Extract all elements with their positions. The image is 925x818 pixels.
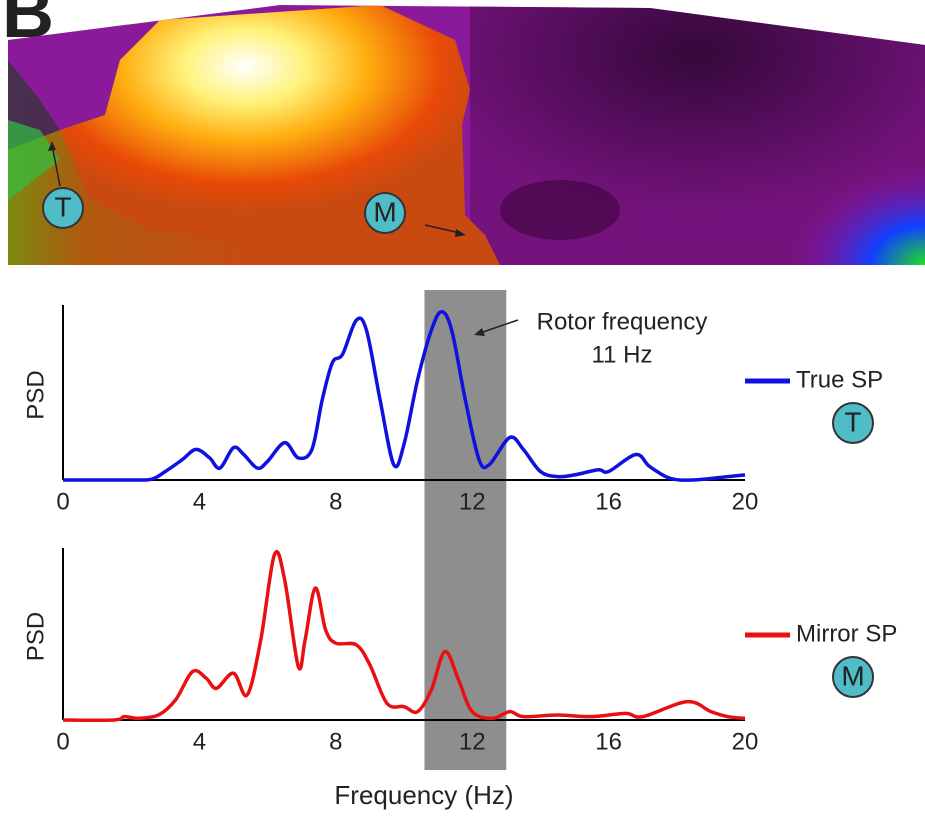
- legend-label: True SP: [796, 366, 883, 393]
- psd-line: [62, 309, 746, 482]
- charts: 0 4 8 12 16 20 PSD True SP T Rotor frequency 11 Hz…: [22, 290, 897, 810]
- map-marker-t: T: [42, 141, 84, 229]
- psd-line: [62, 549, 746, 722]
- x-axis-label: Frequency (Hz): [334, 780, 513, 810]
- x-tick-label: 4: [193, 488, 206, 515]
- x-tick-label: 0: [56, 728, 69, 755]
- x-tick-label: 0: [56, 488, 69, 515]
- annotation: Rotor frequency: [537, 308, 708, 335]
- annotation-arrow: [479, 319, 519, 334]
- map-marker-m: M: [364, 192, 466, 237]
- x-tick-label: 20: [732, 488, 759, 515]
- legend-marker-circle: [832, 656, 874, 698]
- y-axis-label: PSD: [22, 370, 49, 419]
- annotation-arrowhead: [474, 328, 485, 336]
- legend-label: Mirror SP: [796, 620, 897, 647]
- activation-map: [8, 5, 925, 265]
- x-tick-label: 20: [732, 728, 759, 755]
- x-tick-label: 16: [595, 488, 622, 515]
- annotation: 11 Hz: [592, 341, 653, 368]
- x-tick-label: 12: [459, 728, 486, 755]
- x-tick-label: 8: [329, 488, 342, 515]
- legend-marker-circle: [832, 402, 874, 444]
- x-tick-label: 16: [595, 728, 622, 755]
- highlight-band: [424, 290, 507, 770]
- marker-label: M: [373, 196, 396, 227]
- x-tick-label: 12: [459, 488, 486, 515]
- x-tick-label: 8: [329, 728, 342, 755]
- marker-label: T: [54, 191, 71, 222]
- x-tick-label: 4: [193, 728, 206, 755]
- legend-marker: T: [844, 406, 861, 437]
- y-axis-label: PSD: [22, 612, 49, 661]
- legend-marker: M: [841, 660, 864, 691]
